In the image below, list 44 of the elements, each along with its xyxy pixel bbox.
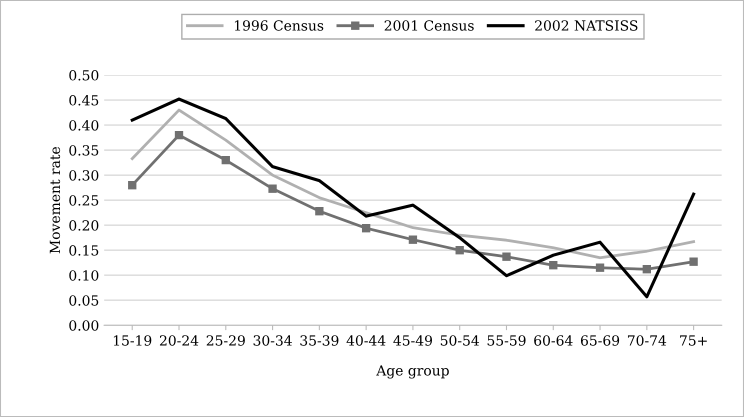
x-tick-label: 20-24 [160, 335, 198, 346]
point [642, 265, 651, 274]
x-tick-label: 50-54 [440, 335, 480, 346]
y-tick-label: 0.05 [69, 295, 98, 306]
x-tick-label: 15-19 [114, 335, 152, 346]
point [596, 264, 604, 272]
point [362, 224, 370, 232]
y-tick-label: 0.30 [69, 170, 98, 181]
y-tick-label: 0.25 [69, 195, 98, 206]
y-tick-label: 0.20 [69, 220, 98, 231]
x-tick-label: 35-39 [300, 335, 338, 346]
x-tick-label: 70-74 [628, 335, 666, 346]
point [222, 156, 230, 164]
legend-label: 1996 Census [234, 20, 324, 31]
point [268, 184, 277, 193]
point [689, 258, 698, 266]
line-series [130, 98, 696, 298]
x-tick-label: 65-69 [580, 335, 620, 346]
y-tick-label: 0.50 [69, 70, 98, 81]
x-tick-label: 75+ [680, 335, 707, 346]
y-tick-label: 0.10 [69, 270, 98, 281]
line-series [130, 108, 695, 260]
y-tick-label: 0.15 [69, 245, 98, 256]
legend-label: 2001 Census [384, 20, 474, 31]
y-tick-label: 0.45 [69, 95, 98, 106]
point [315, 207, 324, 216]
x-axis-title: Age group [376, 365, 449, 379]
point [456, 246, 464, 254]
point [408, 236, 418, 244]
x-tick-label: 25-29 [206, 335, 245, 346]
y-tick-label: 0.00 [69, 320, 98, 331]
x-tick-label: 30-34 [254, 335, 292, 346]
y-tick-label: 0.35 [69, 145, 98, 156]
point [502, 252, 511, 261]
y-axis-title: Movement rate [50, 147, 60, 254]
x-tick-label: 55-59 [488, 335, 526, 346]
x-tick-label: 60-64 [534, 335, 573, 346]
point [128, 180, 136, 190]
legend-label: 2002 NATSISS [535, 20, 638, 31]
x-tick-label: 45-49 [393, 335, 432, 346]
point [174, 130, 184, 140]
y-tick-label: 0.40 [69, 120, 98, 131]
point [549, 261, 558, 270]
x-tick-label: 40-44 [346, 335, 386, 346]
